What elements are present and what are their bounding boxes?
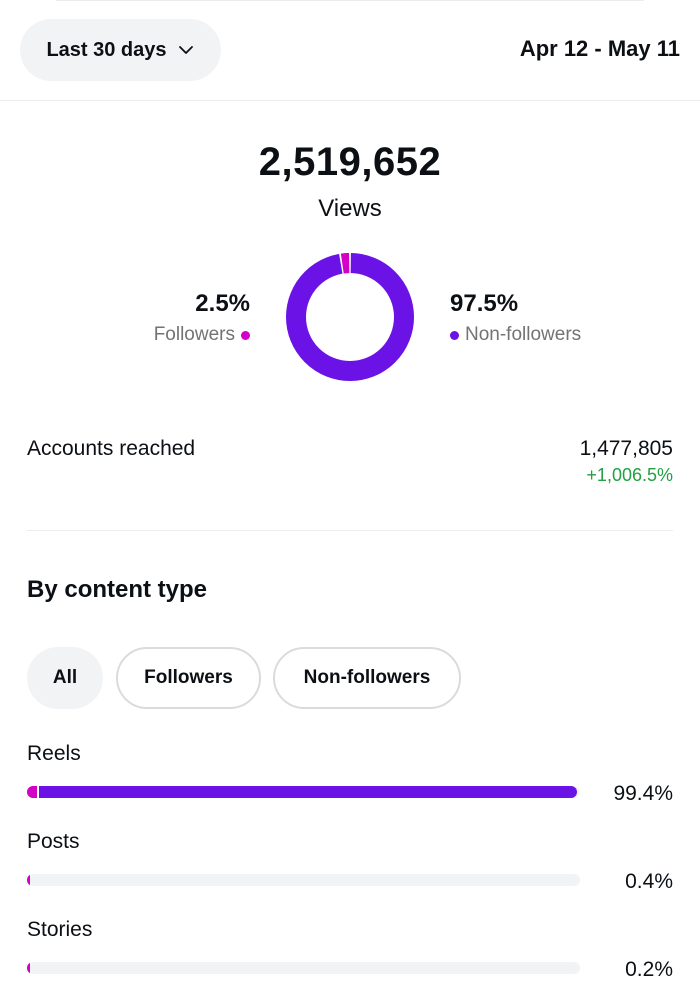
posts-bar-followers-seg [27, 874, 30, 886]
date-range-text: Apr 12 - May 11 [519, 36, 680, 61]
header: Last 30 days Apr 12 - May 11 [0, 0, 700, 101]
content-type-title: By content type [27, 576, 208, 603]
accounts-reached-value: 1,477,805 [579, 437, 673, 460]
non-followers-label: Non-followers [465, 324, 582, 345]
section-divider [27, 530, 673, 531]
content-row-name: Posts [27, 830, 80, 853]
followers-percent: 2.5% [195, 290, 250, 317]
views-label: Views [318, 195, 382, 222]
content-row-stories: Stories 0.2% [27, 918, 673, 1006]
filter-followers[interactable]: Followers [116, 647, 261, 709]
non-followers-percent: 97.5% [450, 290, 519, 317]
content-row-track [27, 962, 580, 974]
non-followers-share: 97.5% Non-followers [450, 290, 581, 346]
date-range-dropdown-label: Last 30 days [46, 38, 167, 61]
content-row-percent: 0.2% [625, 958, 673, 981]
donut-non-followers-arc [286, 253, 414, 381]
non-followers-dot [450, 330, 459, 340]
accounts-reached-delta: +1,006.5% [586, 465, 673, 485]
top-divider [56, 0, 644, 1]
content-row-name: Reels [27, 742, 81, 765]
content-row-name: Stories [27, 918, 93, 941]
content-row-posts: Posts 0.4% [27, 830, 673, 918]
donut-gap-end [286, 253, 414, 381]
content-row-track [27, 786, 580, 798]
filter-all[interactable]: All [27, 647, 103, 709]
followers-dot [241, 330, 250, 340]
reels-bar-followers-seg [27, 786, 39, 798]
content-row-percent: 0.4% [625, 870, 673, 893]
chevron-down-icon [178, 46, 193, 54]
followers-label: Followers [153, 324, 235, 345]
views-donut-chart [286, 253, 414, 381]
content-row-reels: Reels 99.4% [27, 742, 673, 830]
views-total: 2,519,652 [258, 140, 442, 184]
stories-bar-followers-seg [27, 962, 30, 974]
filter-non-followers[interactable]: Non-followers [273, 647, 461, 709]
followers-share: 2.5% Followers [154, 290, 250, 346]
date-range-dropdown[interactable]: Last 30 days [20, 19, 221, 81]
reels-bar-fill [27, 786, 577, 798]
content-row-percent: 99.4% [613, 782, 673, 805]
content-row-track [27, 874, 580, 886]
accounts-reached-label: Accounts reached [27, 437, 196, 460]
